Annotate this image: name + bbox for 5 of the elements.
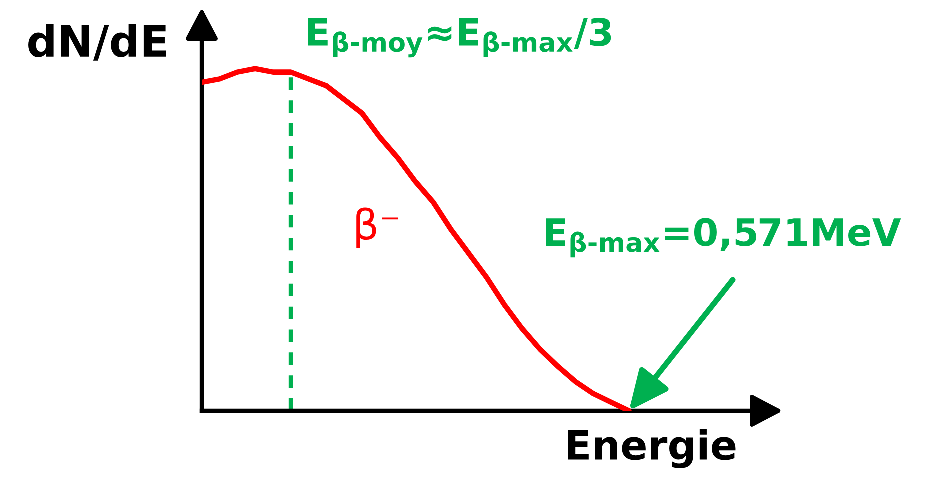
x-axis-title: Energie xyxy=(568,429,736,468)
series-label: β⁻ xyxy=(356,208,399,248)
y-axis-title: dN/dE xyxy=(28,24,166,61)
text: E$_{β‐moy}$≈E$_{β‐max}$/3 xyxy=(308,18,612,58)
annotation: E$_{β‐max}$=0,571MeV xyxy=(546,218,902,258)
